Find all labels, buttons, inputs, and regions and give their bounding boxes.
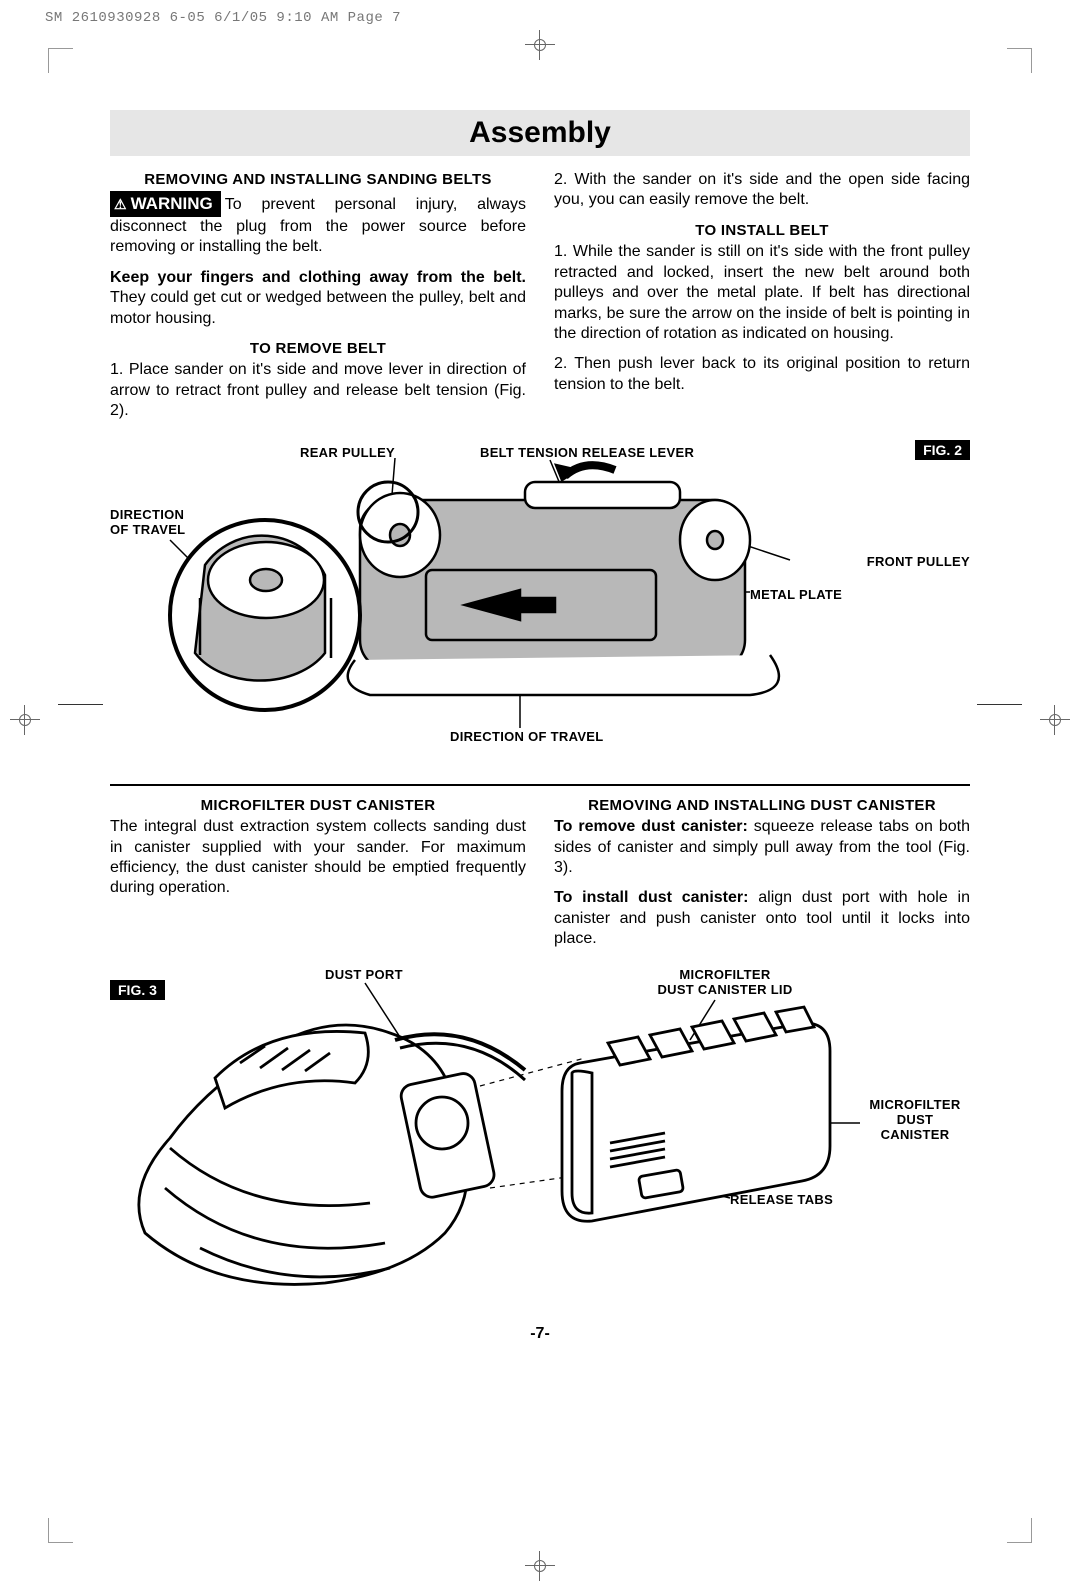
bottom-columns: MICROFILTER DUST CANISTER The integral d…	[110, 796, 970, 960]
left-column: REMOVING AND INSTALLING SANDING BELTS ⚠W…	[110, 170, 526, 432]
warning-badge: ⚠WARNING	[110, 191, 221, 217]
remove-step-2: 2. With the sander on it's side and the …	[554, 170, 970, 211]
header-meta-text: SM 2610930928 6-05 6/1/05 9:10 AM Page 7	[45, 10, 401, 26]
crop-corner-bl	[48, 1518, 73, 1543]
heading-to-remove: TO REMOVE BELT	[110, 339, 526, 358]
section-banner: Assembly	[110, 110, 970, 156]
page-number: -7-	[110, 1325, 970, 1343]
label-rear-pulley: REAR PULLEY	[300, 446, 395, 461]
install-canister-paragraph: To install dust canister: align dust por…	[554, 888, 970, 949]
install-canister-bold: To install dust canister:	[554, 889, 748, 906]
right-column: 2. With the sander on it's side and the …	[554, 170, 970, 432]
label-metal-plate: METAL PLATE	[750, 588, 842, 603]
label-direction-left: DIRECTIONOF TRAVEL	[110, 508, 200, 538]
label-release-tabs: RELEASE TABS	[730, 1193, 833, 1208]
label-front-pulley: FRONT PULLEY	[867, 555, 970, 570]
figure-2-svg	[110, 440, 970, 770]
crop-rule-right	[977, 704, 1022, 705]
figure-2-label: FIG. 2	[915, 440, 970, 460]
registration-mark-right	[1040, 705, 1070, 735]
label-tension-lever: BELT TENSION RELEASE LEVER	[480, 446, 694, 461]
figure-2: FIG. 2 REAR PULLEY BELT TENSION RELEASE …	[110, 440, 970, 770]
install-step-2: 2. Then push lever back to its original …	[554, 354, 970, 395]
crop-corner-br	[1007, 1518, 1032, 1543]
keep-fingers-paragraph: Keep your fingers and clothing away from…	[110, 268, 526, 329]
label-direction-bottom: DIRECTION OF TRAVEL	[450, 730, 604, 745]
right-column-2: REMOVING AND INSTALLING DUST CANISTER To…	[554, 796, 970, 960]
section-divider	[110, 784, 970, 786]
heading-dust-canister: REMOVING AND INSTALLING DUST CANISTER	[554, 796, 970, 815]
figure-3: FIG. 3 DUST PORT MICROFILTERDUST CANISTE…	[110, 968, 970, 1313]
figure-3-label: FIG. 3	[110, 980, 165, 1000]
remove-canister-bold: To remove dust canister:	[554, 818, 748, 835]
top-columns: REMOVING AND INSTALLING SANDING BELTS ⚠W…	[110, 170, 970, 432]
document-page: SM 2610930928 6-05 6/1/05 9:10 AM Page 7…	[0, 0, 1080, 1591]
figure-3-svg	[110, 968, 970, 1313]
crop-corner-tr	[1007, 48, 1032, 73]
heading-microfilter: MICROFILTER DUST CANISTER	[110, 796, 526, 815]
registration-mark-left	[10, 705, 40, 735]
remove-step-1: 1. Place sander on it's side and move le…	[110, 360, 526, 421]
keep-fingers-rest: They could get cut or wedged between the…	[110, 289, 526, 326]
crop-corner-tl	[48, 48, 73, 73]
registration-mark-top	[525, 30, 555, 60]
microfilter-paragraph: The integral dust extraction system coll…	[110, 817, 526, 899]
heading-removing-installing: REMOVING AND INSTALLING SANDING BELTS	[110, 170, 526, 189]
label-dust-port: DUST PORT	[325, 968, 403, 983]
install-step-1: 1. While the sander is still on it's sid…	[554, 242, 970, 344]
warning-icon: ⚠	[114, 196, 127, 214]
label-canister: MICROFILTERDUSTCANISTER	[860, 1098, 970, 1143]
content-area: Assembly REMOVING AND INSTALLING SANDING…	[110, 110, 970, 1343]
registration-mark-bottom	[525, 1551, 555, 1581]
warning-paragraph: ⚠WARNING To prevent personal injury, alw…	[110, 191, 526, 258]
left-column-2: MICROFILTER DUST CANISTER The integral d…	[110, 796, 526, 960]
warning-label-text: WARNING	[131, 194, 213, 213]
heading-to-install: TO INSTALL BELT	[554, 221, 970, 240]
crop-rule-left	[58, 704, 103, 705]
keep-fingers-bold: Keep your fingers and clothing away from…	[110, 269, 526, 286]
remove-canister-paragraph: To remove dust canister: squeeze release…	[554, 817, 970, 878]
label-canister-lid: MICROFILTERDUST CANISTER LID	[640, 968, 810, 998]
